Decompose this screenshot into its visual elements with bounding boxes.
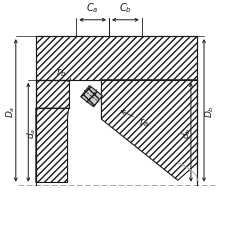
- Polygon shape: [36, 37, 197, 80]
- Polygon shape: [68, 80, 92, 109]
- Text: $D_a$: $D_a$: [4, 105, 16, 117]
- Text: $C_b$: $C_b$: [119, 2, 131, 15]
- Text: $r_b$: $r_b$: [56, 65, 71, 83]
- Polygon shape: [36, 109, 68, 183]
- Text: $C_a$: $C_a$: [86, 2, 98, 15]
- Polygon shape: [80, 86, 102, 107]
- Polygon shape: [36, 80, 68, 109]
- Text: $d_a$: $d_a$: [26, 127, 38, 138]
- Polygon shape: [101, 80, 197, 180]
- Text: $r_a$: $r_a$: [121, 111, 147, 128]
- Text: $D_b$: $D_b$: [202, 105, 215, 117]
- Text: $d_b$: $d_b$: [180, 127, 192, 138]
